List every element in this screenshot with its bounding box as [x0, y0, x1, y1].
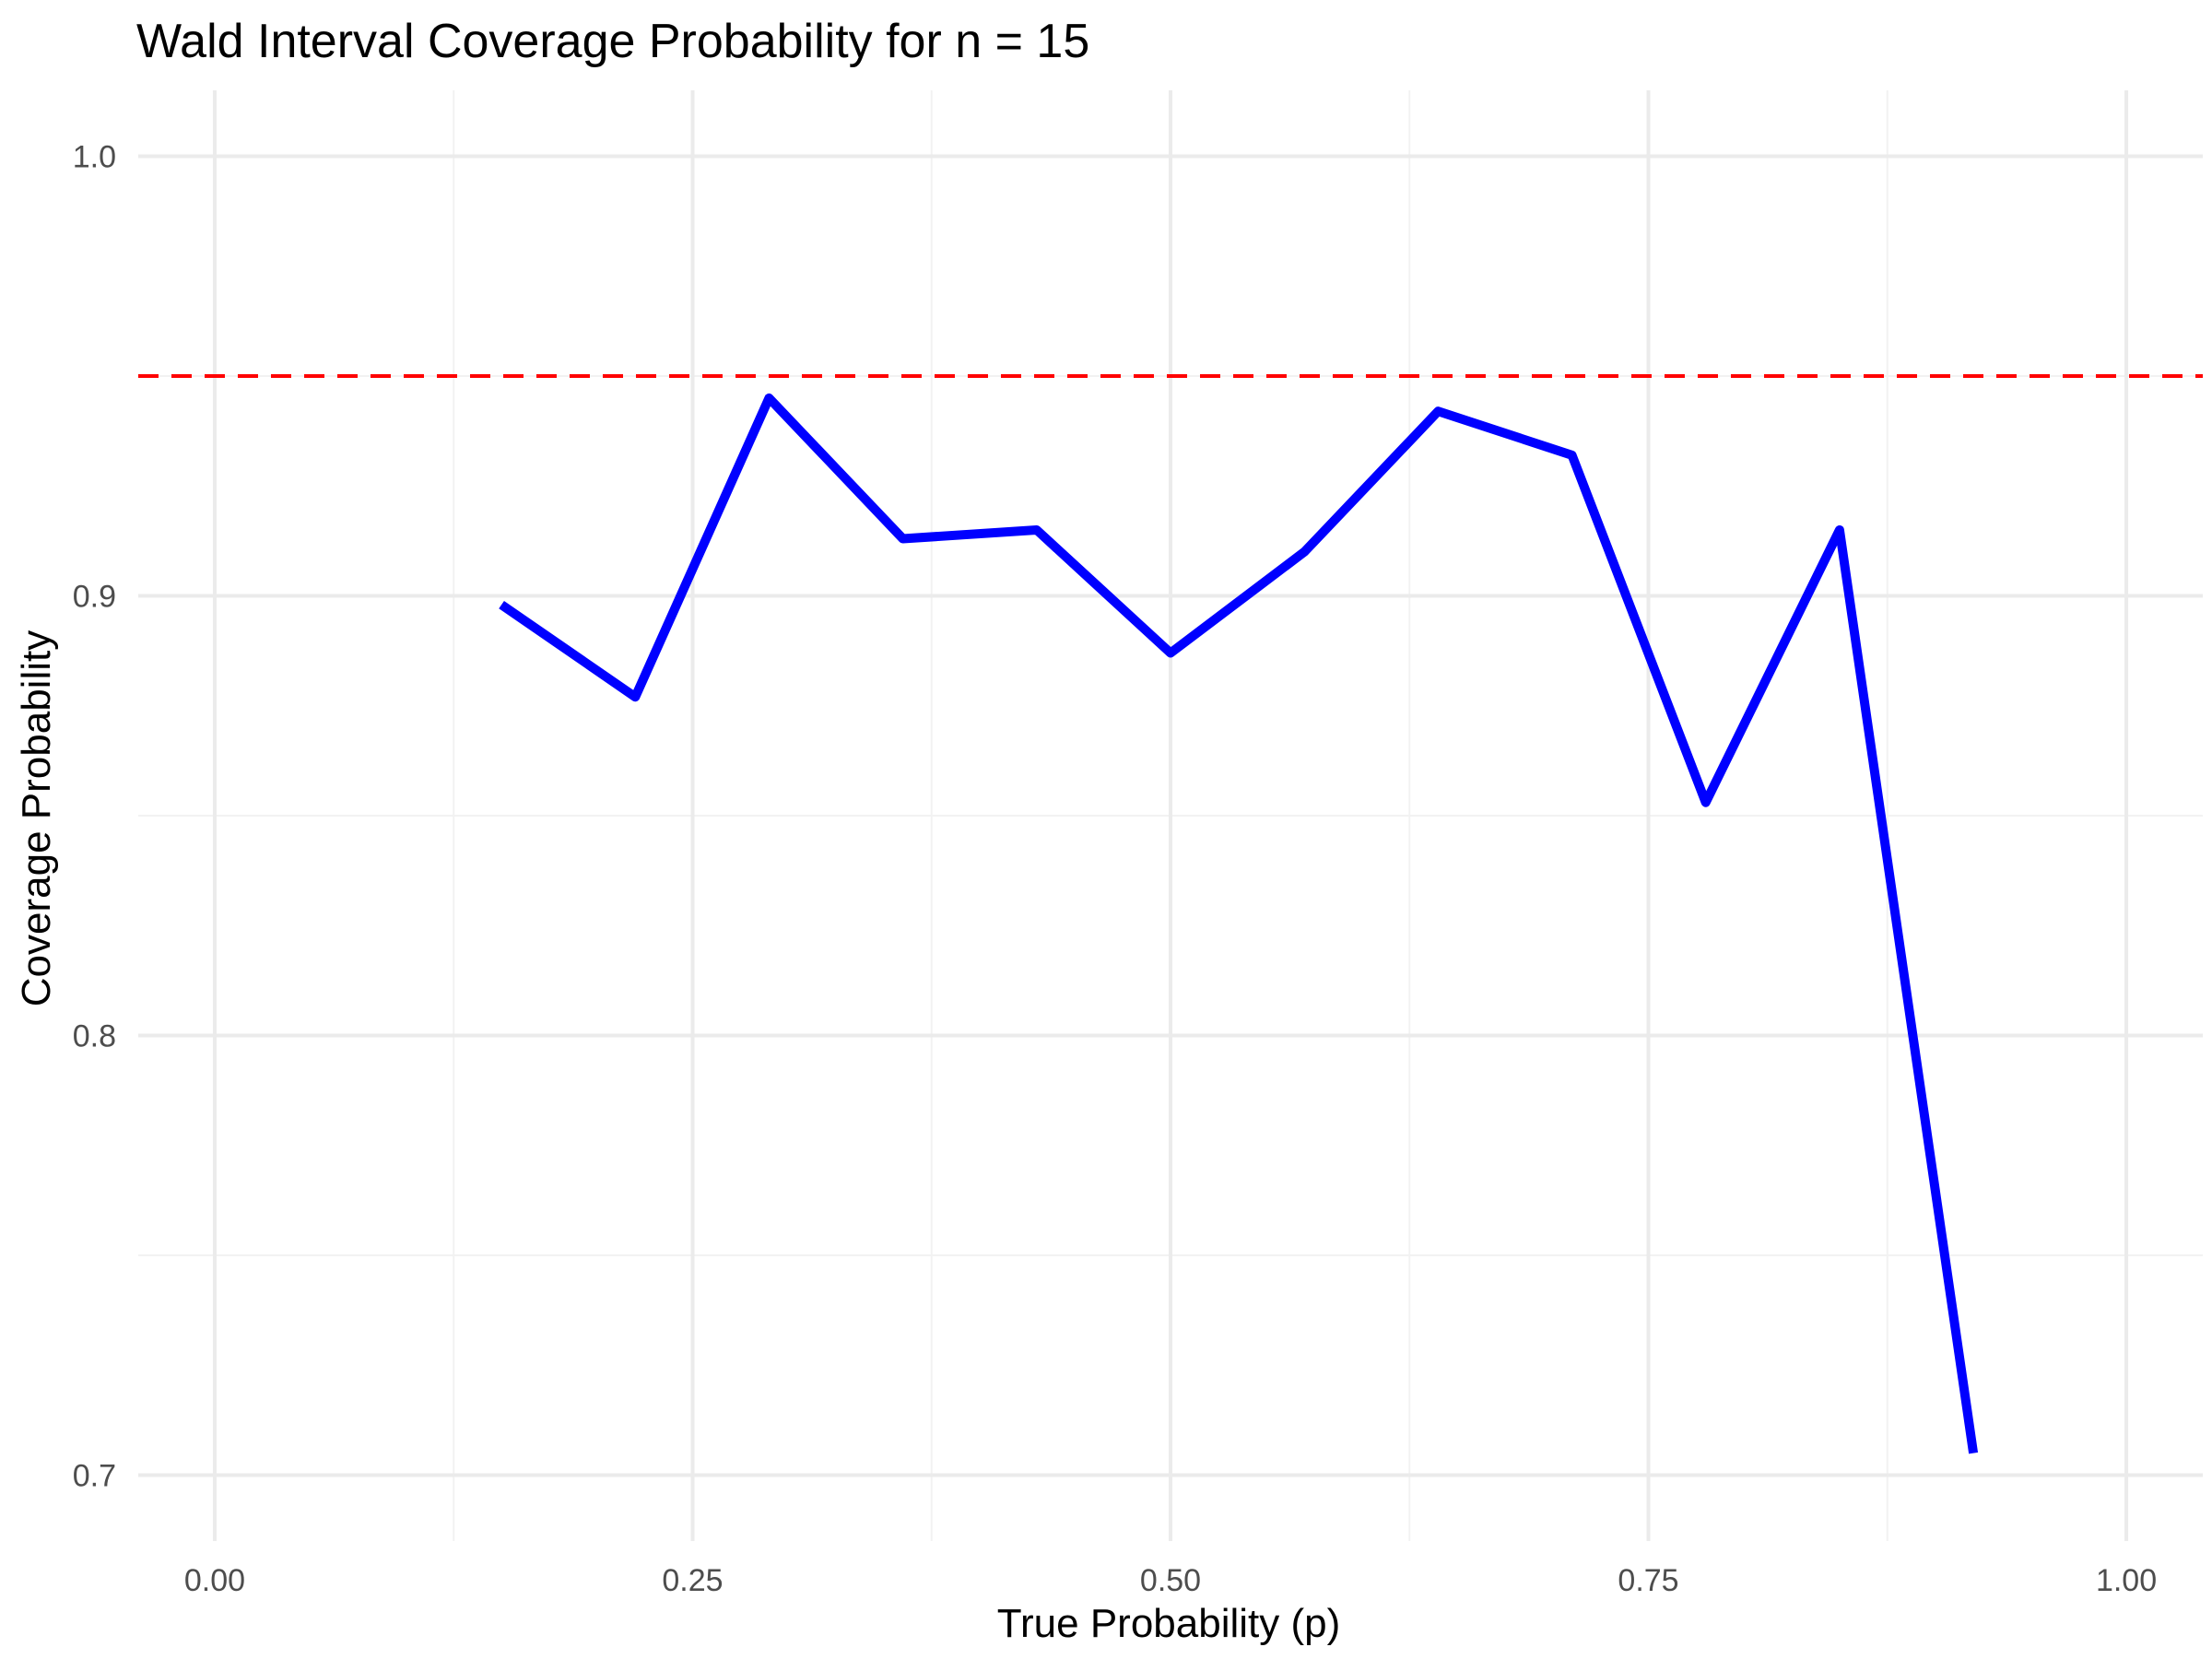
- chart-title: Wald Interval Coverage Probability for n…: [136, 15, 1089, 68]
- x-tick-label: 0.50: [1140, 1563, 1201, 1598]
- series-group: [499, 393, 1979, 1454]
- series-line: [499, 393, 1979, 1454]
- y-tick-label: 0.8: [73, 1018, 116, 1053]
- y-tick-label: 0.9: [73, 580, 116, 615]
- x-tick-label: 0.00: [184, 1563, 245, 1598]
- x-tick-label: 0.75: [1618, 1563, 1678, 1598]
- y-tick-label: 0.7: [73, 1458, 116, 1493]
- y-axis-title: Coverage Probability: [14, 630, 59, 1006]
- x-tick-labels: 0.00 0.25 0.50 0.75 1.00: [184, 1563, 2157, 1598]
- x-tick-label: 0.25: [662, 1563, 723, 1598]
- y-tick-label: 1.0: [73, 140, 116, 175]
- x-axis-title: True Probability (p): [997, 1601, 1341, 1646]
- y-tick-labels: 0.7 0.8 0.9 1.0: [73, 140, 116, 1494]
- x-tick-label: 1.00: [2096, 1563, 2157, 1598]
